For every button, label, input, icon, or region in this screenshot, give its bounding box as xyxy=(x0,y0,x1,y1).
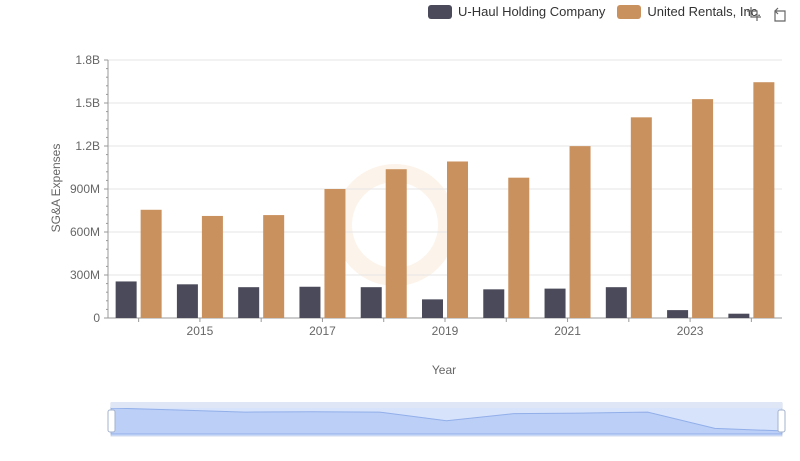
x-tick-label: 2023 xyxy=(677,324,704,338)
bar-u-haul[interactable] xyxy=(667,310,689,318)
bar-united-rentals[interactable] xyxy=(140,209,162,318)
bar-u-haul[interactable] xyxy=(299,286,321,318)
x-axis-label: Year xyxy=(432,363,456,377)
legend-label-united-rentals: United Rentals, Inc. xyxy=(647,4,761,19)
toolbox xyxy=(746,6,788,22)
bar-united-rentals[interactable] xyxy=(385,169,407,318)
y-tick-label: 300M xyxy=(70,268,100,282)
bar-u-haul[interactable] xyxy=(605,287,627,318)
legend-swatch-u-haul xyxy=(428,4,452,19)
y-axis-label: SG&A Expenses xyxy=(49,144,63,233)
legend-swatch-united-rentals xyxy=(617,4,642,19)
x-axis: 2015 2017 2019 2021 2023 xyxy=(108,317,782,338)
bar-u-haul[interactable] xyxy=(176,284,198,318)
slider-selection xyxy=(111,403,782,436)
legend: U-Haul Holding Company United Rentals, I… xyxy=(428,4,773,19)
x-tick-label: 2019 xyxy=(432,324,459,338)
bar-united-rentals[interactable] xyxy=(630,117,652,318)
bar-u-haul[interactable] xyxy=(238,287,260,318)
y-tick-label: 600M xyxy=(70,225,100,239)
slider-top-bar[interactable] xyxy=(111,402,782,408)
legend-item-united-rentals[interactable]: United Rentals, Inc. xyxy=(617,4,761,19)
y-tick-label: 1.8B xyxy=(75,53,100,67)
bar-united-rentals[interactable] xyxy=(324,189,346,318)
restore-icon[interactable] xyxy=(772,6,788,22)
x-tick-label: 2015 xyxy=(187,324,214,338)
y-tick-label: 900M xyxy=(70,182,100,196)
bar-united-rentals[interactable] xyxy=(692,99,714,318)
bar-united-rentals[interactable] xyxy=(753,82,775,318)
slider-handle-right[interactable] xyxy=(777,409,786,433)
y-tick-label: 0 xyxy=(93,311,100,325)
data-zoom-slider[interactable] xyxy=(107,402,786,437)
y-tick-label: 1.5B xyxy=(75,96,100,110)
legend-label-u-haul: U-Haul Holding Company xyxy=(458,4,606,19)
bar-united-rentals[interactable] xyxy=(447,161,468,318)
bar-u-haul[interactable] xyxy=(544,288,566,318)
bar-united-rentals[interactable] xyxy=(201,215,223,318)
zoom-icon[interactable] xyxy=(746,6,762,22)
x-tick-label: 2021 xyxy=(554,324,581,338)
bar-u-haul[interactable] xyxy=(483,289,505,318)
slider-handle-left[interactable] xyxy=(107,409,116,433)
slider-preview-area xyxy=(110,407,783,435)
x-tick-label: 2017 xyxy=(309,324,336,338)
bar-united-rentals[interactable] xyxy=(263,215,285,318)
bars xyxy=(115,82,775,318)
bar-u-haul[interactable] xyxy=(360,287,382,318)
legend-item-u-haul[interactable]: U-Haul Holding Company xyxy=(428,4,605,19)
bar-u-haul[interactable] xyxy=(422,299,443,318)
y-tick-label: 1.2B xyxy=(75,139,100,153)
bar-u-haul[interactable] xyxy=(115,281,137,318)
bar-u-haul[interactable] xyxy=(728,313,750,318)
bar-united-rentals[interactable] xyxy=(508,177,530,318)
bar-united-rentals[interactable] xyxy=(569,146,591,318)
y-axis: 0 300M 600M 900M 1.2B 1.5B 1.8B xyxy=(70,53,109,325)
